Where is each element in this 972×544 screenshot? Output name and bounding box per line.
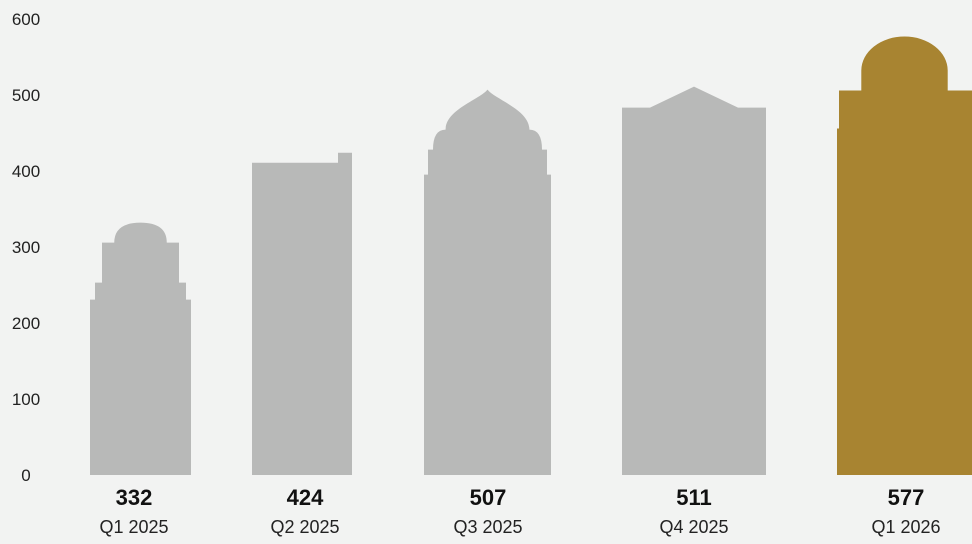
- bar-q1-2025: [90, 222, 191, 475]
- bar-q3-2025: [424, 89, 551, 476]
- y-tick-label: 500: [12, 86, 40, 105]
- x-category-label: Q1 2025: [99, 517, 168, 537]
- x-category-label: Q2 2025: [270, 517, 339, 537]
- x-category-label: Q4 2025: [659, 517, 728, 537]
- y-tick-label: 0: [21, 466, 30, 485]
- y-tick-label: 400: [12, 162, 40, 181]
- y-tick-label: 100: [12, 390, 40, 409]
- bar-value-label: 424: [287, 485, 324, 510]
- y-tick-label: 300: [12, 238, 40, 257]
- bar-value-label: 577: [888, 485, 925, 510]
- x-category-label: Q1 2026: [871, 517, 940, 537]
- y-tick-label: 600: [12, 10, 40, 29]
- bar-q1-2026: [837, 36, 972, 476]
- bar-q2-2025: [252, 152, 352, 475]
- bar-value-label: 511: [676, 485, 712, 510]
- y-tick-label: 200: [12, 314, 40, 333]
- bar-value-label: 507: [470, 485, 507, 510]
- bar-value-label: 332: [116, 485, 153, 510]
- bar-q4-2025: [622, 86, 766, 475]
- x-category-label: Q3 2025: [453, 517, 522, 537]
